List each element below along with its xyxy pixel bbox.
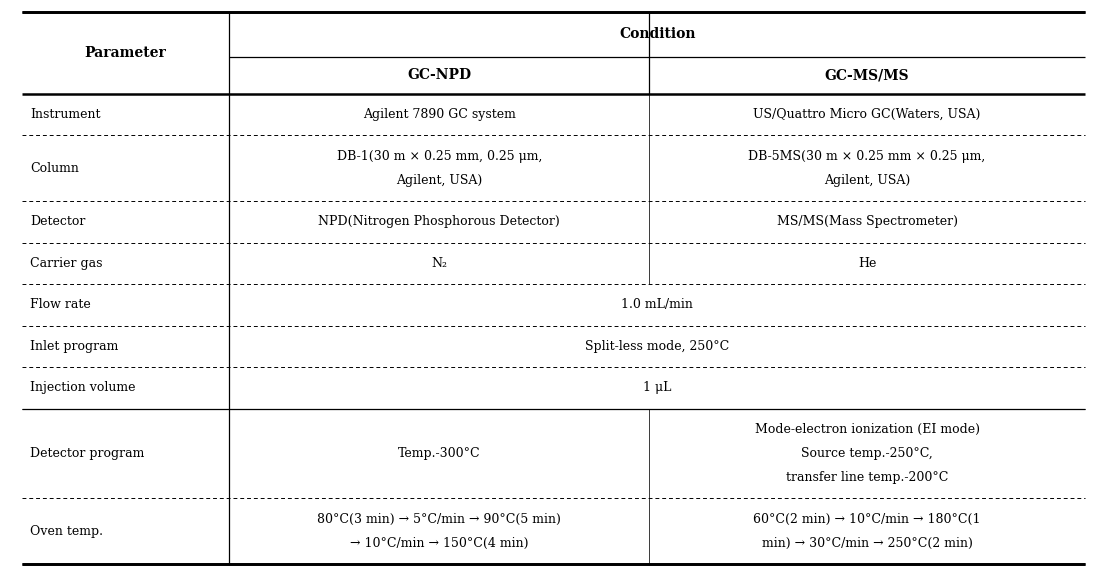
Text: Detector program: Detector program bbox=[30, 447, 144, 460]
Text: Carrier gas: Carrier gas bbox=[30, 257, 103, 270]
Text: Oven temp.: Oven temp. bbox=[30, 525, 103, 537]
Text: DB-5MS(30 m × 0.25 mm × 0.25 μm,: DB-5MS(30 m × 0.25 mm × 0.25 μm, bbox=[748, 150, 985, 162]
Text: Condition: Condition bbox=[619, 27, 695, 41]
Text: Inlet program: Inlet program bbox=[30, 340, 118, 353]
Text: → 10°C/min → 150°C(4 min): → 10°C/min → 150°C(4 min) bbox=[350, 537, 528, 550]
Text: Split-less mode, 250°C: Split-less mode, 250°C bbox=[584, 340, 730, 353]
Text: 80°C(3 min) → 5°C/min → 90°C(5 min): 80°C(3 min) → 5°C/min → 90°C(5 min) bbox=[318, 513, 561, 526]
Text: Agilent, USA): Agilent, USA) bbox=[396, 174, 483, 187]
Text: Flow rate: Flow rate bbox=[30, 298, 91, 311]
Text: GC-NPD: GC-NPD bbox=[407, 69, 472, 82]
Text: NPD(Nitrogen Phosphorous Detector): NPD(Nitrogen Phosphorous Detector) bbox=[319, 215, 560, 228]
Text: Source temp.-250°C,: Source temp.-250°C, bbox=[801, 447, 933, 460]
Text: He: He bbox=[858, 257, 877, 270]
Text: US/Quattro Micro GC(Waters, USA): US/Quattro Micro GC(Waters, USA) bbox=[754, 108, 981, 121]
Text: Temp.-300°C: Temp.-300°C bbox=[397, 447, 480, 460]
Text: Mode-electron ionization (EI mode): Mode-electron ionization (EI mode) bbox=[755, 423, 980, 436]
Text: GC-MS/MS: GC-MS/MS bbox=[825, 69, 909, 82]
Text: Parameter: Parameter bbox=[85, 46, 166, 60]
Text: min) → 30°C/min → 250°C(2 min): min) → 30°C/min → 250°C(2 min) bbox=[762, 537, 973, 550]
Text: Column: Column bbox=[30, 162, 79, 175]
Text: DB-1(30 m × 0.25 mm, 0.25 μm,: DB-1(30 m × 0.25 mm, 0.25 μm, bbox=[337, 150, 542, 162]
Text: Agilent, USA): Agilent, USA) bbox=[824, 174, 910, 187]
Text: 1 μL: 1 μL bbox=[643, 381, 671, 395]
Text: transfer line temp.-200°C: transfer line temp.-200°C bbox=[786, 471, 949, 484]
Text: Agilent 7890 GC system: Agilent 7890 GC system bbox=[363, 108, 516, 121]
Text: Injection volume: Injection volume bbox=[30, 381, 135, 395]
Text: 1.0 mL/min: 1.0 mL/min bbox=[621, 298, 693, 311]
Text: Instrument: Instrument bbox=[30, 108, 101, 121]
Text: N₂: N₂ bbox=[432, 257, 447, 270]
Text: 60°C(2 min) → 10°C/min → 180°C(1: 60°C(2 min) → 10°C/min → 180°C(1 bbox=[754, 513, 981, 526]
Text: MS/MS(Mass Spectrometer): MS/MS(Mass Spectrometer) bbox=[777, 215, 958, 228]
Text: Detector: Detector bbox=[30, 215, 85, 228]
